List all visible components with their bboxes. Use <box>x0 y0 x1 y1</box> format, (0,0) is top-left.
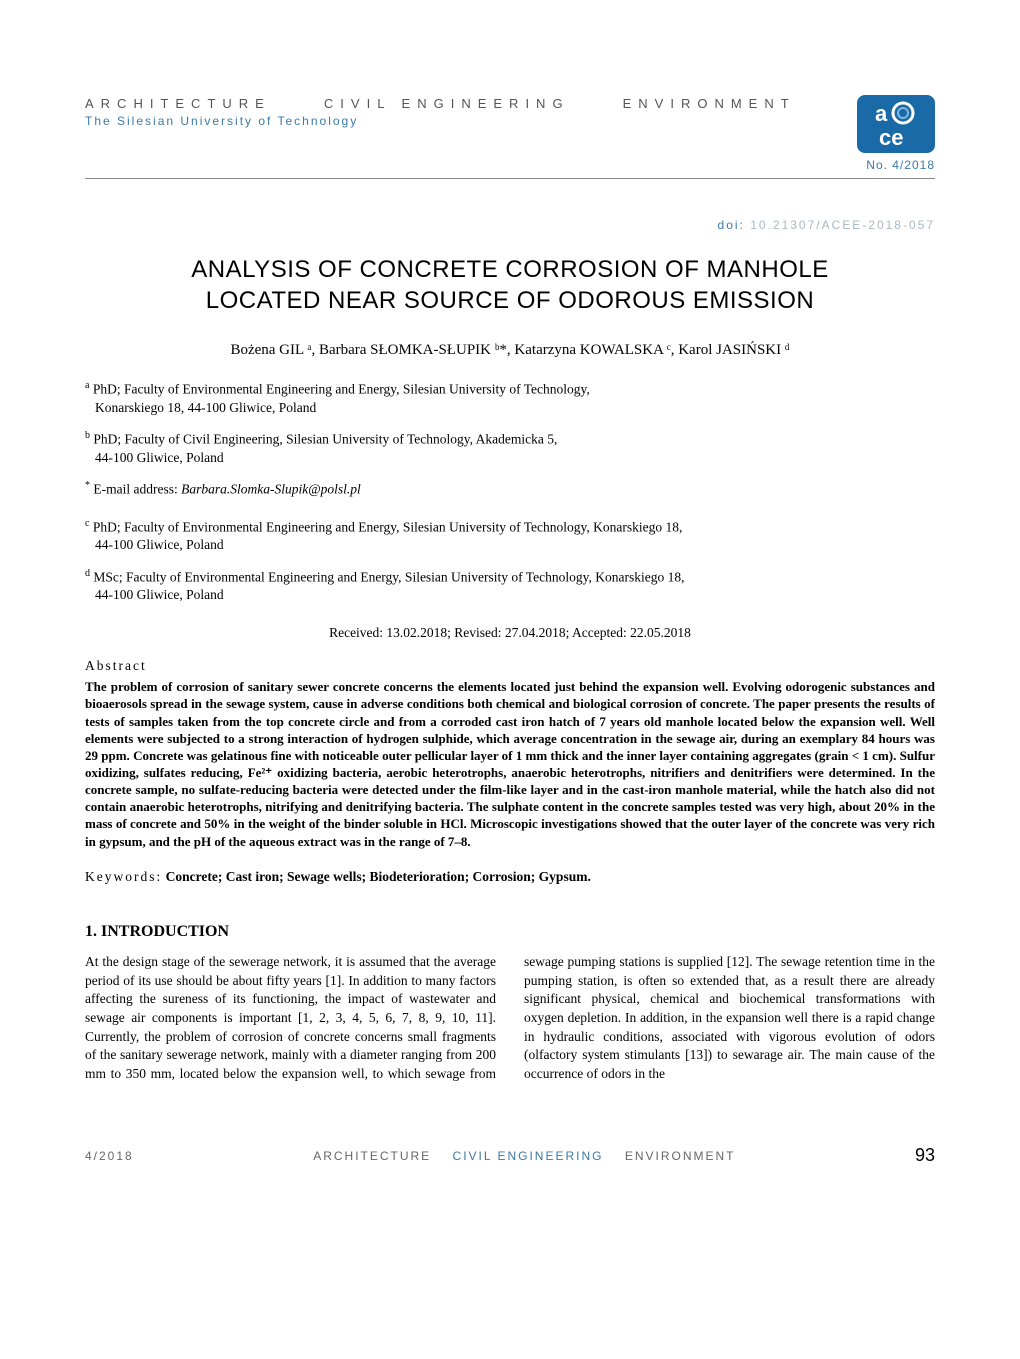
theme-word: ENVIRONMENT <box>623 96 796 111</box>
affil-marker: b <box>85 430 90 441</box>
abstract-body: The problem of corrosion of sanitary sew… <box>85 678 935 850</box>
keywords-value: Concrete; Cast iron; Sewage wells; Biode… <box>166 869 591 884</box>
section-heading: 1. INTRODUCTION <box>85 921 935 943</box>
affiliation-b: b PhD; Faculty of Civil Engineering, Sil… <box>85 429 935 467</box>
title-line: LOCATED NEAR SOURCE OF ODOROUS EMISSION <box>206 287 814 314</box>
footer-theme-word: ARCHITECTURE <box>313 1149 431 1163</box>
doi-label: doi: <box>718 218 745 232</box>
affil-text: E-mail address: <box>93 481 181 496</box>
footer-issue: 4/2018 <box>85 1148 134 1165</box>
footer-theme-word: CIVIL ENGINEERING <box>453 1149 604 1163</box>
footer-themes: ARCHITECTURE CIVIL ENGINEERING ENVIRONME… <box>305 1148 743 1165</box>
affil-cont: Konarskiego 18, 44-100 Gliwice, Poland <box>85 400 316 415</box>
affil-text: MSc; Faculty of Environmental Engineerin… <box>93 569 684 584</box>
theme-word: ARCHITECTURE <box>85 96 271 111</box>
journal-header-right: a ce No. 4/2018 <box>857 95 935 174</box>
affil-email: Barbara.Slomka-Slupik@polsl.pl <box>181 481 361 496</box>
affiliations: a PhD; Faculty of Environmental Engineer… <box>85 379 935 604</box>
affil-marker: a <box>85 380 89 391</box>
footer-theme-word: ENVIRONMENT <box>625 1149 736 1163</box>
affiliation-c: c PhD; Faculty of Environmental Engineer… <box>85 517 935 555</box>
article-dates: Received: 13.02.2018; Revised: 27.04.201… <box>85 624 935 643</box>
theme-word: CIVIL ENGINEERING <box>324 96 570 111</box>
affiliation-d: d MSc; Faculty of Environmental Engineer… <box>85 567 935 605</box>
journal-header-left: ARCHITECTURE CIVIL ENGINEERING ENVIRONME… <box>85 95 796 130</box>
title-line: ANALYSIS OF CONCRETE CORROSION OF MANHOL… <box>191 256 828 283</box>
journal-logo-icon: a ce <box>857 95 935 153</box>
affil-cont: 44-100 Gliwice, Poland <box>85 450 224 465</box>
affil-text: PhD; Faculty of Civil Engineering, Siles… <box>93 431 557 446</box>
header-rule <box>85 178 935 179</box>
affil-cont: 44-100 Gliwice, Poland <box>85 537 224 552</box>
article-title: ANALYSIS OF CONCRETE CORROSION OF MANHOL… <box>85 254 935 316</box>
affil-marker: d <box>85 568 90 579</box>
doi-value: 10.21307/ACEE-2018-057 <box>750 218 935 232</box>
authors: Bożena GIL ᵃ, Barbara SŁOMKA-SŁUPIK ᵇ*, … <box>85 340 935 361</box>
svg-text:ce: ce <box>879 125 903 150</box>
issue-number: No. 4/2018 <box>866 157 935 174</box>
journal-publisher: The Silesian University of Technology <box>85 113 796 130</box>
keywords-label: Keywords: <box>85 869 162 884</box>
doi-line: doi: 10.21307/ACEE-2018-057 <box>85 217 935 234</box>
abstract-label: Abstract <box>85 657 935 676</box>
affil-text: PhD; Faculty of Environmental Engineerin… <box>93 381 590 396</box>
page-footer: 4/2018 ARCHITECTURE CIVIL ENGINEERING EN… <box>85 1143 935 1168</box>
affiliation-corresponding: * E-mail address: Barbara.Slomka-Slupik@… <box>85 479 935 499</box>
journal-theme-row: ARCHITECTURE CIVIL ENGINEERING ENVIRONME… <box>85 95 796 113</box>
affil-marker: c <box>85 518 89 529</box>
affil-marker: * <box>85 480 90 491</box>
journal-header: ARCHITECTURE CIVIL ENGINEERING ENVIRONME… <box>85 95 935 174</box>
section-body: At the design stage of the sewerage netw… <box>85 953 935 1083</box>
affil-text: PhD; Faculty of Environmental Engineerin… <box>93 519 683 534</box>
keywords: Keywords: Concrete; Cast iron; Sewage we… <box>85 868 935 887</box>
svg-text:a: a <box>875 101 888 126</box>
affil-cont: 44-100 Gliwice, Poland <box>85 587 224 602</box>
affiliation-a: a PhD; Faculty of Environmental Engineer… <box>85 379 935 417</box>
page-number: 93 <box>915 1143 935 1168</box>
